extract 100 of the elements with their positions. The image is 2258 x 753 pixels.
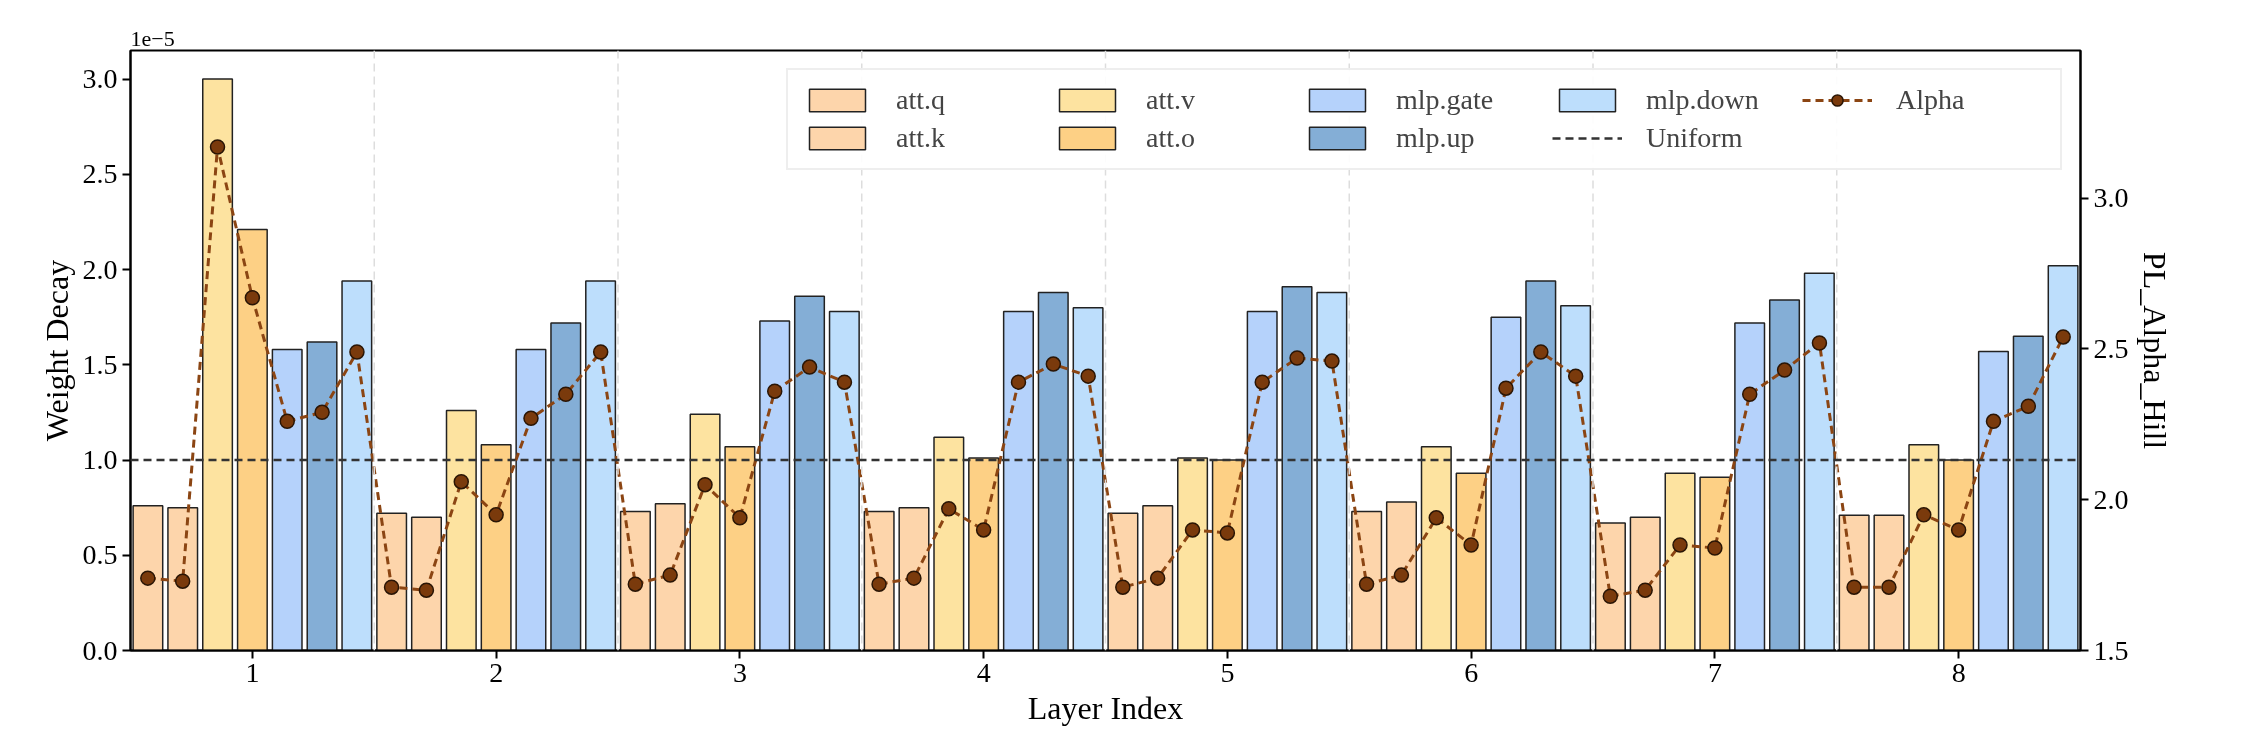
point bbox=[279, 413, 295, 430]
bar bbox=[1072, 306, 1104, 651]
point bbox=[732, 510, 748, 526]
bar bbox=[1560, 304, 1592, 651]
point bbox=[766, 383, 783, 399]
bar bbox=[1246, 310, 1278, 651]
point bbox=[1637, 582, 1653, 598]
point bbox=[1498, 380, 1514, 396]
bar bbox=[1525, 280, 1557, 651]
x-tick-label: 1 bbox=[245, 656, 260, 688]
point bbox=[418, 582, 435, 598]
legend-label: att.o bbox=[1146, 122, 1196, 154]
point bbox=[349, 344, 365, 360]
bar bbox=[1316, 291, 1348, 651]
bar bbox=[1873, 514, 1905, 651]
bar bbox=[1908, 444, 1940, 651]
point bbox=[1254, 374, 1270, 390]
point bbox=[1881, 579, 1897, 595]
bar bbox=[1768, 299, 1801, 651]
y-tick-label: 2.0 bbox=[82, 253, 118, 285]
bar bbox=[759, 320, 791, 651]
point bbox=[1985, 413, 2002, 430]
bar bbox=[1177, 457, 1209, 651]
bar bbox=[1664, 472, 1696, 651]
bar bbox=[1803, 272, 1835, 651]
bar bbox=[1943, 459, 1975, 651]
bar bbox=[445, 409, 477, 651]
y-tick-label: 2.5 bbox=[82, 158, 118, 190]
point bbox=[1463, 537, 1479, 553]
bar bbox=[1455, 472, 1487, 651]
point bbox=[209, 139, 226, 155]
bar bbox=[1037, 291, 1069, 651]
point bbox=[1184, 522, 1201, 538]
bar bbox=[1211, 459, 1243, 651]
point bbox=[314, 404, 330, 421]
bar bbox=[585, 280, 617, 651]
bar bbox=[1142, 504, 1174, 651]
bar bbox=[724, 445, 756, 651]
point bbox=[1393, 567, 1410, 583]
point bbox=[1219, 525, 1236, 541]
point bbox=[836, 374, 853, 390]
point bbox=[1428, 510, 1445, 526]
x-tick-label: 8 bbox=[1951, 656, 1966, 688]
bar bbox=[654, 503, 686, 651]
bar bbox=[619, 510, 651, 651]
point bbox=[244, 290, 261, 306]
bar bbox=[1490, 316, 1522, 651]
bar bbox=[376, 512, 408, 651]
point bbox=[174, 573, 191, 589]
x-tick-label: 5 bbox=[1220, 656, 1235, 688]
bar bbox=[480, 444, 512, 651]
bar bbox=[1351, 510, 1383, 651]
point bbox=[1950, 522, 1967, 538]
point bbox=[1080, 368, 1096, 384]
bar bbox=[271, 348, 303, 651]
bar bbox=[1002, 310, 1034, 651]
point bbox=[1289, 350, 1305, 366]
point bbox=[1324, 353, 1340, 369]
bar bbox=[1629, 516, 1661, 651]
point bbox=[1115, 579, 1131, 595]
text: 1e−5 bbox=[130, 25, 175, 51]
point bbox=[453, 473, 470, 490]
point bbox=[662, 567, 678, 583]
point bbox=[801, 359, 818, 375]
bar bbox=[132, 504, 164, 651]
point bbox=[697, 476, 713, 493]
point bbox=[975, 522, 992, 538]
bar bbox=[1594, 522, 1626, 651]
point bbox=[1358, 576, 1375, 592]
legend-label: att.q bbox=[896, 84, 946, 116]
point bbox=[1916, 507, 1932, 523]
point bbox=[558, 386, 574, 402]
x-tick-label: 4 bbox=[976, 656, 991, 688]
point bbox=[1602, 588, 1619, 604]
legend-label: att.k bbox=[896, 122, 946, 154]
legend-label: Uniform bbox=[1646, 122, 1744, 154]
bar bbox=[968, 457, 1000, 651]
point bbox=[1846, 579, 1862, 595]
x-tick-label: 6 bbox=[1464, 656, 1479, 688]
point bbox=[1010, 374, 1027, 390]
bar bbox=[341, 280, 373, 651]
point bbox=[1567, 368, 1584, 384]
y2-tick-label: 3.0 bbox=[2093, 182, 2129, 214]
point bbox=[2020, 398, 2037, 415]
point bbox=[523, 410, 539, 427]
x-tick-label: 3 bbox=[732, 656, 747, 688]
bar bbox=[410, 516, 443, 651]
y2-tick-label: 1.5 bbox=[2093, 634, 2129, 666]
legend-label: mlp.gate bbox=[1396, 84, 1495, 116]
legend-label: mlp.down bbox=[1646, 84, 1760, 116]
bar bbox=[933, 436, 965, 651]
y-tick-label: 3.0 bbox=[82, 63, 118, 95]
point bbox=[592, 344, 609, 360]
point bbox=[1672, 537, 1688, 553]
bar bbox=[167, 506, 199, 651]
bar bbox=[306, 341, 338, 651]
x-tick-label: 2 bbox=[489, 656, 504, 688]
point bbox=[627, 576, 644, 592]
point bbox=[1149, 570, 1166, 586]
y-tick-label: 1.0 bbox=[82, 444, 118, 476]
